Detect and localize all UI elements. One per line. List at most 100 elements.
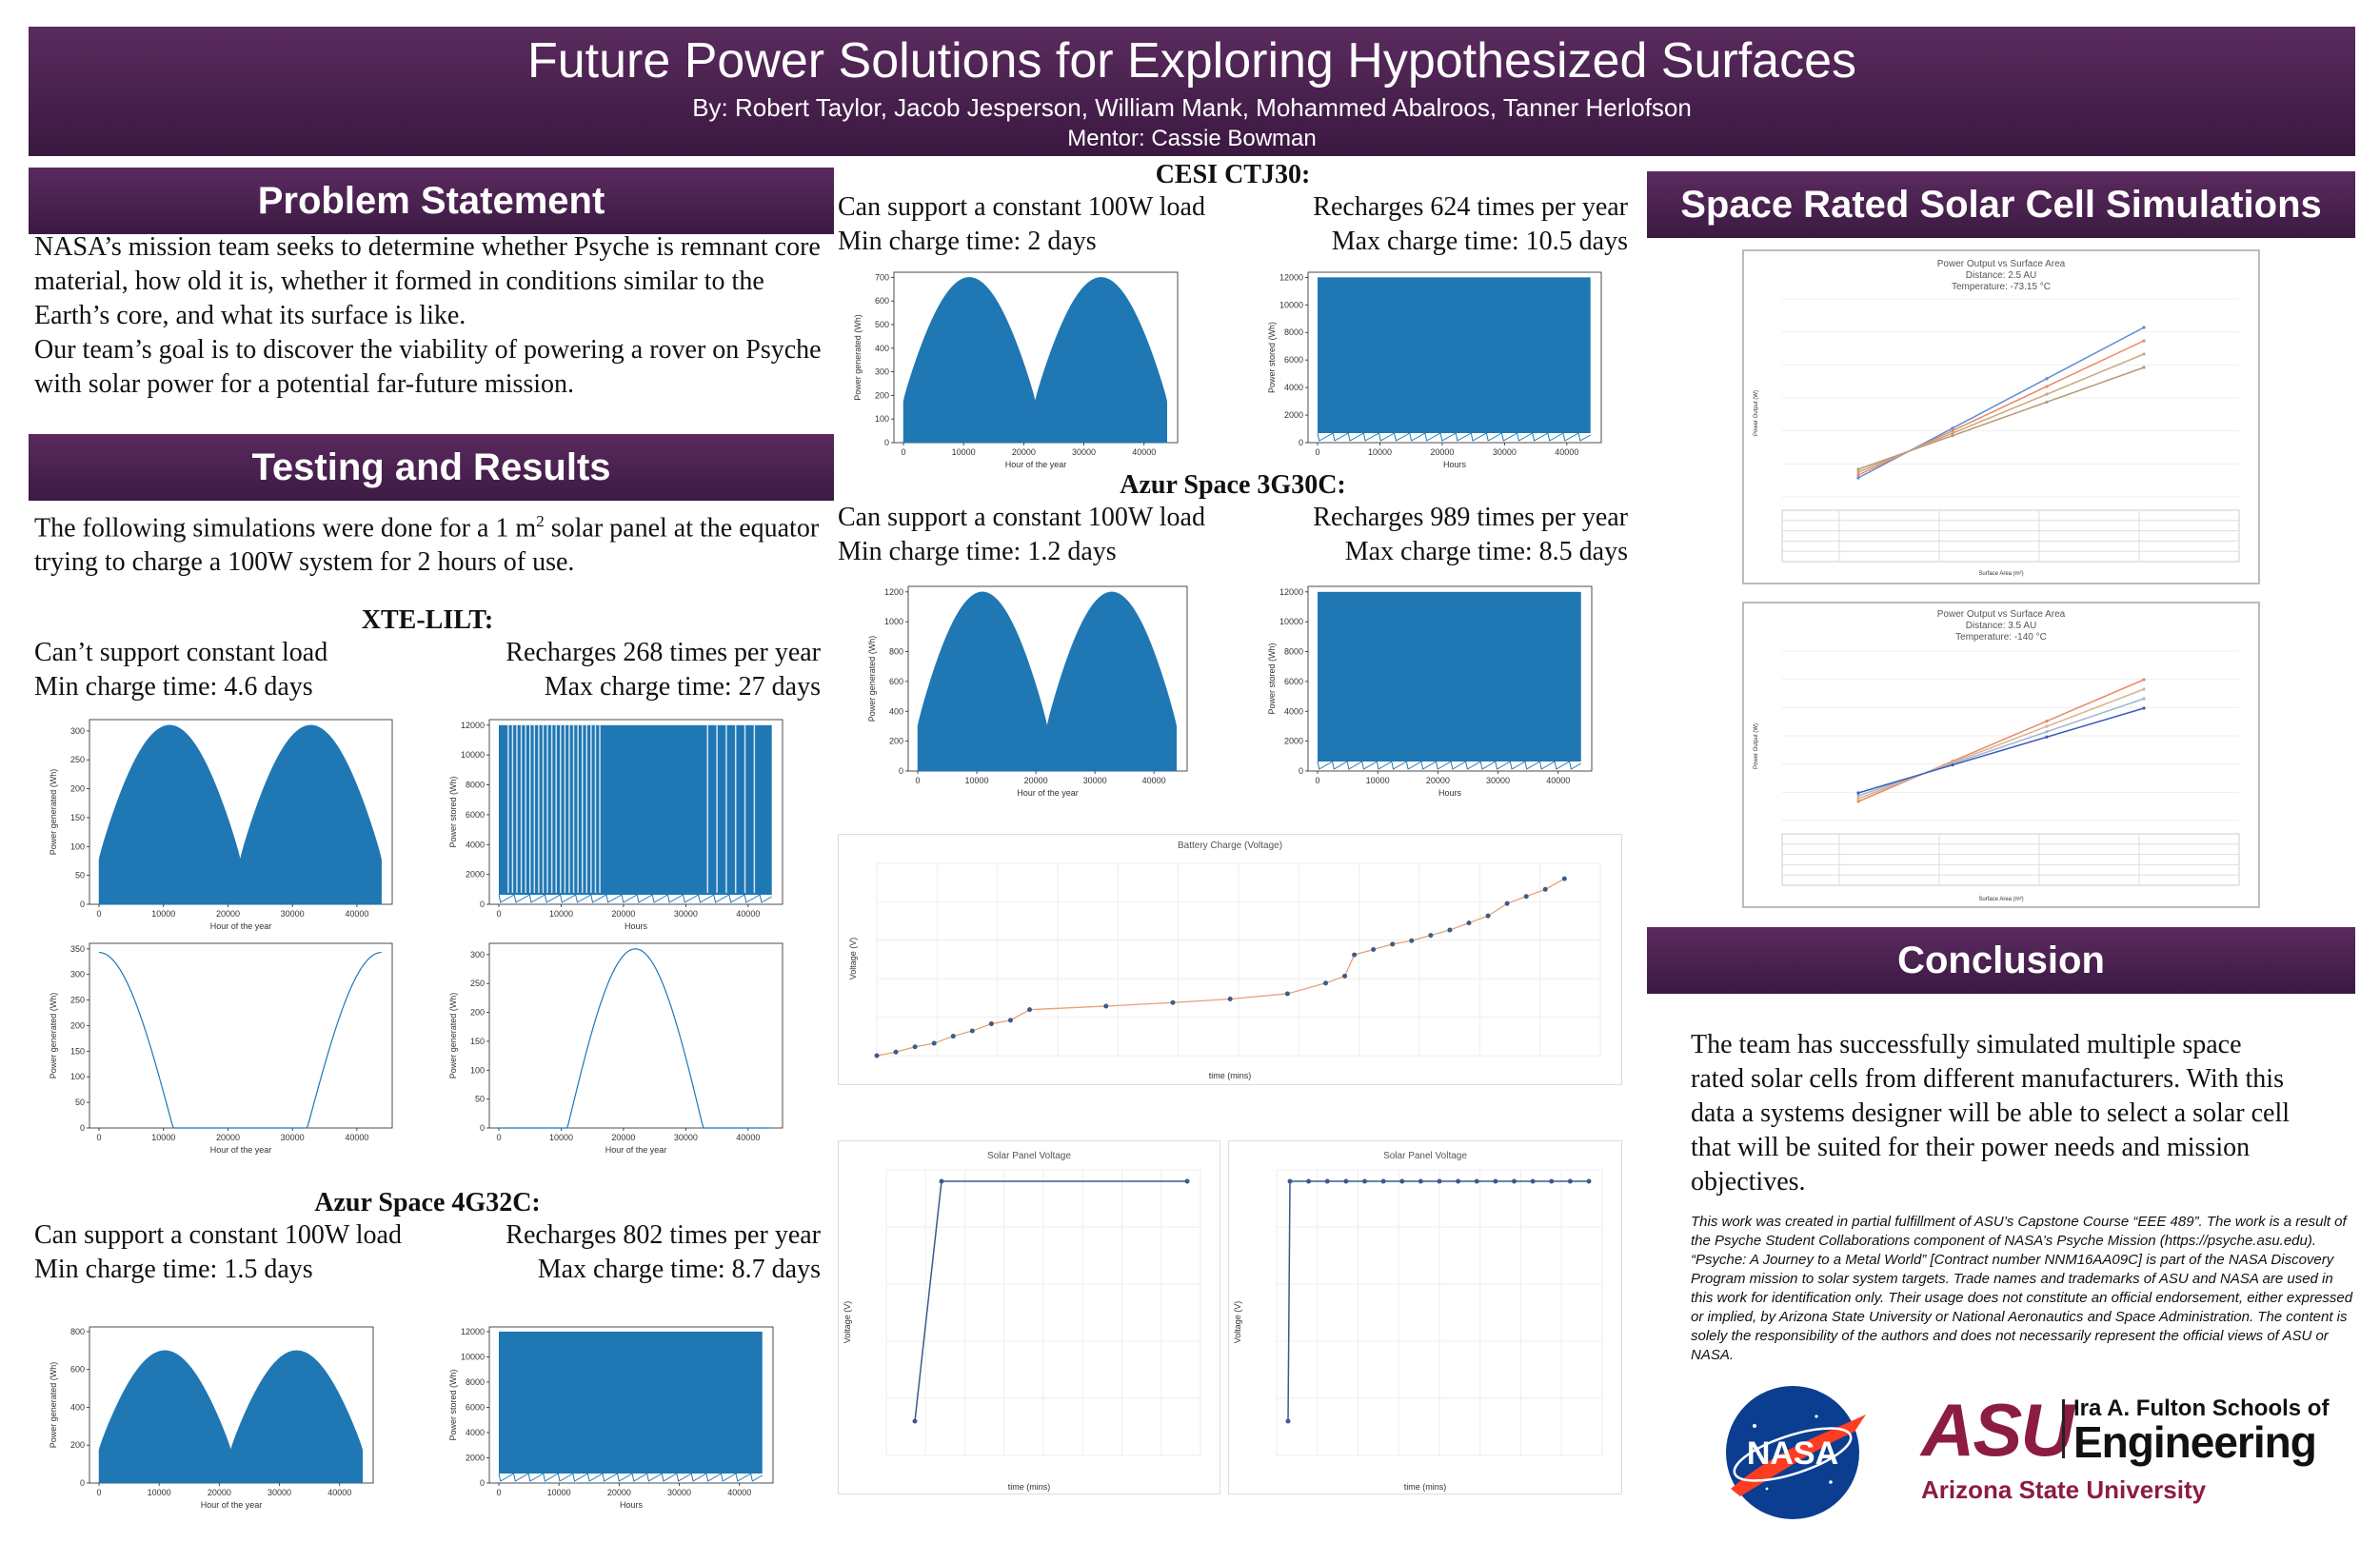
panel-voltage-title-2: Solar Panel Voltage — [1383, 1151, 1467, 1161]
xte-gen-a-ytick-label: 300 — [70, 970, 85, 979]
xte-stored-xtick-label: 20000 — [611, 909, 635, 919]
azur3-stored-xlabel: Hours — [1438, 788, 1462, 798]
surface-chart-2-sub1: Distance: 3.5 AU — [1966, 621, 2036, 631]
xte-stored-series — [499, 724, 772, 895]
xte-gen-xlabel: Hour of the year — [210, 921, 272, 931]
cesi-recharges: Recharges 624 times per year — [1313, 192, 1628, 222]
battery-point — [1523, 894, 1529, 900]
xte-stored-ytick-label: 10000 — [461, 750, 485, 760]
cesi-gen-ytick-label: 700 — [875, 272, 889, 282]
cesi-gen-ytick-label: 0 — [884, 438, 889, 447]
azur3-gen-ytick-label: 800 — [889, 647, 903, 657]
conclusion-heading: Conclusion — [1647, 927, 2355, 994]
xte-gen-series — [98, 724, 382, 905]
xte-gen-xtick-label: 0 — [96, 909, 101, 919]
nasa-logo-svg: NASA — [1726, 1386, 1866, 1519]
azur3-gen-xtick-label: 0 — [915, 776, 920, 785]
xte-gen-b-ytick-label: 100 — [470, 1065, 485, 1075]
cesi-stored-ylabel: Power stored (Wh) — [1267, 322, 1277, 393]
xte-gen-ytick-label: 300 — [70, 726, 85, 736]
azur4-stored-plot: 0 2000 4000 6000 8000 10000 12000 0 10000 20000 30… — [447, 1321, 781, 1512]
testing-intro: The following simulations were done for … — [34, 505, 836, 580]
sc2-svg-series — [1857, 698, 2145, 797]
panel-voltage-chart-1: Solar Panel Voltage time (mins) Voltage … — [838, 1140, 1220, 1494]
disclaimer: This work was created in partial fulfill… — [1691, 1214, 2353, 1363]
xte-stored-frame — [488, 719, 783, 905]
xte-gen-a-xtick-label: 30000 — [281, 1133, 305, 1142]
cesi-stored-ytick-label: 0 — [1299, 438, 1303, 447]
sc2-svg-point — [2142, 687, 2146, 691]
cesi-gen-xtick-label: 10000 — [952, 447, 976, 457]
surface-chart-2-xlabel: Surface Area (m²) — [1978, 897, 2023, 902]
azur4-stored-ytick-label: 4000 — [466, 1428, 485, 1437]
azur4-recharges: Recharges 802 times per year — [506, 1220, 821, 1250]
battery-point — [893, 1049, 899, 1055]
cesi-stored-svg: 0 2000 4000 6000 8000 10000 12000 0 10000 20000 30… — [1267, 271, 1602, 469]
azur4-gen-ylabel: Power generated (Wh) — [49, 1362, 58, 1449]
azur4-stored-frame — [488, 1326, 774, 1484]
pv2-svg-point — [1306, 1178, 1312, 1184]
sc1-svg-point — [1951, 434, 1954, 438]
battery-point — [1103, 1003, 1109, 1009]
sc2-svg-point — [1951, 763, 1954, 767]
sc1-svg-point — [2142, 366, 2146, 369]
sc2-svg-point — [1856, 791, 1860, 795]
pv2-svg-point — [1324, 1178, 1330, 1184]
azur4-gen-ytick-label: 600 — [70, 1365, 85, 1375]
sc2-svg-point — [2045, 730, 2049, 734]
cesi-stored-xlabel: Hours — [1443, 460, 1467, 469]
xte-gen-b-ytick-label: 250 — [470, 979, 485, 988]
problem-paragraph-1: NASA’s mission team seeks to determine w… — [34, 232, 821, 330]
panel-voltage-ylabel-2: Voltage (V) — [1233, 1301, 1242, 1344]
battery-xlabel: time (mins) — [1209, 1071, 1252, 1080]
battery-point — [1409, 938, 1415, 943]
battery-point — [1542, 886, 1548, 892]
azur4-gen-ytick-label: 0 — [80, 1478, 85, 1488]
azur3-stored-ytick-label: 8000 — [1284, 647, 1303, 657]
surface-chart-1: Power Output vs Surface Area Distance: 2… — [1742, 249, 2260, 584]
xte-gen-ylabel: Power generated (Wh) — [49, 769, 58, 856]
testing-intro-sup: 2 — [536, 512, 545, 530]
xte-gen-xtick-label: 40000 — [345, 909, 368, 919]
xte-stored-ytick-label: 6000 — [466, 810, 485, 820]
battery-title: Battery Charge (Voltage) — [1178, 841, 1282, 851]
xte-stored-ytick-label: 2000 — [466, 870, 485, 880]
azur3-gen-xlabel: Hour of the year — [1017, 788, 1079, 798]
xte-min: Min charge time: 4.6 days — [34, 672, 313, 702]
xte-load: Can’t support constant load — [34, 638, 328, 667]
pv2-svg-point — [1474, 1178, 1479, 1184]
azur3-gen-svg: 0 200 400 600 800 1000 1200 0 10000 20000 30000 400… — [867, 585, 1188, 798]
azur4-block: Azur Space 4G32C: Can support a constant… — [34, 1188, 821, 1287]
panel-voltage-xlabel-2: time (mins) — [1404, 1482, 1447, 1492]
xte-stored-svg: 0 2000 4000 6000 8000 10000 12000 0 10000 20000 30… — [448, 719, 783, 931]
mentor: Mentor: Cassie Bowman — [1067, 126, 1317, 151]
surface-chart-2: Power Output vs Surface Area Distance: 3… — [1742, 602, 2260, 908]
azur4-stored-noise — [498, 1473, 763, 1482]
problem-paragraph-2: Our team’s goal is to discover the viabi… — [34, 335, 822, 399]
sc1-svg-point — [2142, 326, 2146, 329]
cesi-gen-xtick-label: 40000 — [1132, 447, 1156, 457]
xte-gen-b-ytick-label: 50 — [475, 1095, 485, 1104]
xte-gen-ytick-label: 50 — [75, 871, 85, 880]
xte-gen-b-ylabel: Power generated (Wh) — [448, 993, 458, 1079]
sc1-svg-point — [1951, 428, 1954, 433]
pv2-svg-point — [1567, 1178, 1573, 1184]
asu-logo: ASU Ira A. Fulton Schools of Engineering… — [1921, 1392, 2359, 1515]
pv1-svg-point — [939, 1178, 944, 1184]
testing-intro-a: The following simulations were done for … — [34, 513, 537, 544]
azur4-stored-xtick-label: 40000 — [727, 1488, 751, 1497]
battery-point — [1371, 946, 1377, 952]
sc1-svg-point — [2045, 377, 2049, 381]
cesi-row-2: Min charge time: 2 days Max charge time:… — [838, 225, 1628, 259]
xte-gen-ytick-label: 200 — [70, 784, 85, 794]
cesi-stored-noise — [1317, 432, 1591, 442]
azur4-gen-xlabel: Hour of the year — [201, 1500, 263, 1510]
azur3-stored-ytick-label: 0 — [1299, 766, 1303, 776]
battery-series — [876, 878, 1565, 1057]
xte-gen-b-xtick-label: 20000 — [611, 1133, 635, 1142]
xte-gen-b-ytick-label: 150 — [470, 1037, 485, 1046]
azur3-gen-xtick-label: 40000 — [1142, 776, 1166, 785]
azur4-stored-ytick-label: 0 — [480, 1478, 485, 1488]
azur3-gen-ytick-label: 400 — [889, 706, 903, 716]
poster-title: Future Power Solutions for Exploring Hyp… — [526, 33, 1857, 89]
